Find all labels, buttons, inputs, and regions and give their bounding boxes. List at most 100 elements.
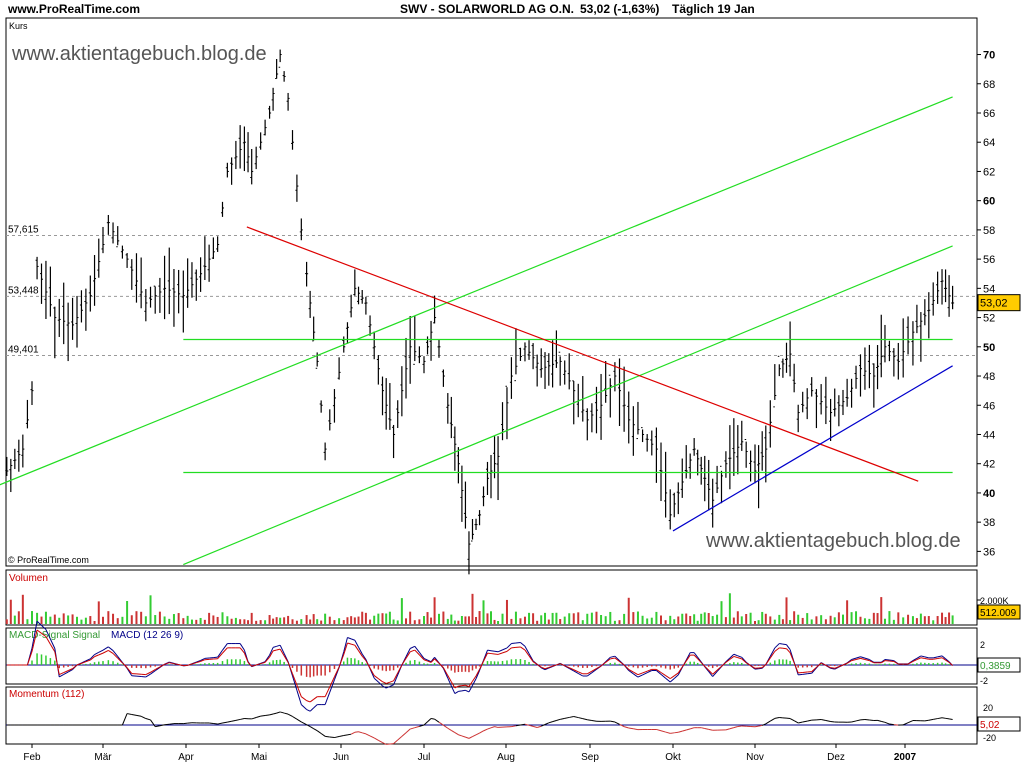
macd-line-segment [405,648,411,657]
momentum-line-segment [325,735,330,738]
signal-line-segment [365,660,371,669]
momentum-line-segment [548,721,553,724]
signal-line-segment [26,651,33,666]
signal-line-segment [112,653,119,659]
momentum-line-segment [682,729,687,732]
signal-line-segment [838,664,844,668]
signal-line-segment [479,661,484,670]
momentum-line-segment [127,713,132,715]
momentum-line-segment [708,728,713,731]
signal-line-segment [591,668,597,672]
momentum-line-segment [941,717,946,719]
signal-line-segment [693,654,699,660]
signal-line-segment [41,632,47,638]
signal-line-segment [454,685,459,689]
signal-line-segment [401,658,407,666]
signal-line-segment [860,657,866,660]
momentum-line-segment [155,725,160,728]
signal-line-segment [737,657,742,660]
macd-last-box [977,657,1021,673]
macd-line-segment [389,684,394,687]
signal-line-segment [200,659,206,662]
momentum-line-segment [276,711,281,714]
momentum-line-segment [401,732,407,737]
signal-line-segment [126,667,133,674]
signal-line-segment [450,681,456,689]
macd-line-segment [59,674,64,678]
macd-line-segment [502,647,508,651]
macd-line-segment [264,654,270,662]
momentum-line-segment [301,721,307,726]
momentum-line-segment [725,728,731,731]
volume-tick-label: 2.000K [980,596,1009,606]
site-label[interactable]: www.ProRealTime.com [7,2,140,16]
momentum-line-segment [619,723,625,728]
macd-line-segment [112,650,119,657]
momentum-line-segment [524,723,530,726]
signal-line-segment [830,667,835,669]
instrument-title: SWV - SOLARWORLD AG O.N. [400,2,574,16]
y-tick-label: 54 [983,283,995,295]
signal-line-segment [920,657,925,660]
signal-line-segment [851,659,857,662]
macd-line-segment [798,673,803,676]
signal-line-segment [102,650,109,654]
signal-line-segment [907,661,914,665]
macd-line-segment [568,667,574,672]
signal-line-segment [283,655,289,663]
momentum-line-segment [410,727,415,730]
signal-line-segment [502,650,508,654]
momentum-line-segment [296,718,302,723]
momentum-line-segment [287,713,293,717]
signal-line-segment [67,668,73,672]
macd-line-segment [361,653,367,660]
signal-line-segment [187,663,193,666]
momentum-line-segment [350,731,356,735]
signal-line-segment [358,650,363,657]
signal-line-segment [941,657,946,661]
momentum-line-segment [256,715,261,718]
macd-line-segment [586,672,593,677]
macd-line-segment [296,690,302,705]
momentum-line-segment [479,730,484,734]
momentum-line-segment [798,721,803,724]
signal-line-segment [642,670,648,674]
momentum-line-segment [628,727,634,730]
macd-line-segment [769,647,776,657]
macd-line-segment [89,654,95,660]
momentum-line-segment [443,724,449,729]
y-tick-label: 50 [983,342,995,354]
signal-line-segment [243,652,249,663]
macd-line-segment [490,650,495,652]
momentum-line-segment [320,733,326,737]
macd-line-segment [222,643,228,651]
momentum-line-segment [902,722,909,726]
momentum-line-segment [494,726,499,728]
signal-line-segment [36,629,42,634]
signal-line-segment [173,663,179,666]
signal-line-segment [31,629,38,652]
volume-panel-title: Volumen [9,573,48,584]
signal-line-segment [369,667,375,676]
signal-line-segment [544,666,549,670]
macd-line-segment [920,655,925,658]
macd-line-segment [880,659,886,663]
macd-line-segment [154,667,161,672]
signal-line-segment [76,662,82,666]
trend-line-uptrend [672,365,953,532]
signal-line-segment [419,654,425,661]
macd-line-segment [737,655,742,658]
macd-line-segment [693,652,699,658]
reference-label: 53,448 [8,285,39,296]
signal-line-segment [264,656,270,663]
signal-line-segment [750,665,756,669]
signal-line-segment [869,660,875,664]
signal-line-segment [269,650,274,658]
momentum-panel [5,686,978,745]
signal-line-segment [313,696,318,700]
macd-line-segment [605,656,611,663]
momentum-line-segment [678,730,683,733]
macd-line-segment [830,667,835,670]
macd-line-segment [354,640,359,648]
signal-line-segment [933,658,938,660]
